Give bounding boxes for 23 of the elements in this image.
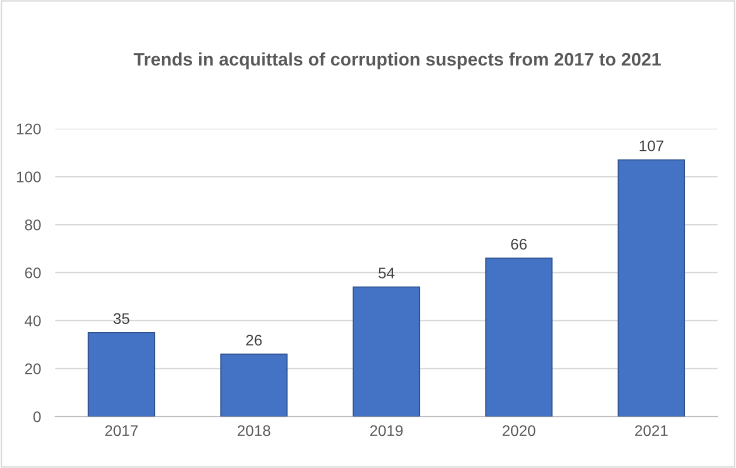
- x-tick-label: 2019: [370, 425, 403, 436]
- y-tick-label: 60: [25, 267, 41, 278]
- x-tick-label: 2021: [635, 425, 668, 436]
- x-tick-label: 2018: [238, 425, 270, 436]
- y-tick-label: 100: [16, 172, 41, 182]
- bar: [618, 159, 686, 417]
- y-tick-label: 20: [25, 363, 41, 374]
- data-label: 107: [640, 140, 664, 152]
- data-label: 54: [378, 268, 394, 278]
- chart-title: Trends in acquittals of corruption suspects from 2017 to 2021: [134, 52, 661, 70]
- data-label: 26: [246, 334, 262, 346]
- y-tick-label: 40: [24, 315, 41, 326]
- bar: [88, 332, 156, 417]
- y-tick-label: 0: [33, 411, 41, 422]
- x-tick-label: 2020: [502, 425, 536, 436]
- bar: [352, 286, 420, 417]
- data-label: 66: [511, 238, 527, 250]
- y-tick-label: 120: [16, 124, 41, 134]
- bar: [220, 354, 288, 417]
- data-label: 35: [114, 313, 130, 324]
- x-tick-label: 2017: [105, 425, 138, 436]
- bar: [485, 258, 553, 417]
- y-tick-label: 80: [24, 220, 41, 230]
